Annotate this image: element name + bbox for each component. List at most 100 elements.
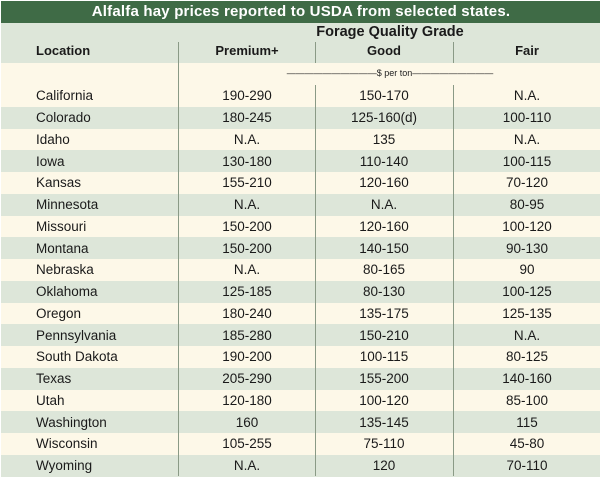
premium-cell: 190-200 (179, 346, 315, 368)
table-row: Wisconsin 105-255 75-110 45-80 (1, 433, 600, 455)
column-header-location: Location (36, 43, 91, 58)
table-row: Wyoming N.A. 120 70-110 (1, 454, 600, 477)
fair-cell: N.A. (453, 85, 600, 107)
unit-label: ——————————$ per ton————————— (286, 68, 494, 78)
good-cell: 135-145 (315, 411, 453, 433)
column-header-fair: Fair (515, 43, 539, 58)
good-cell: 110-140 (315, 150, 453, 172)
premium-cell: 150-200 (179, 215, 315, 238)
column-divider (453, 85, 454, 476)
premium-cell: 180-245 (179, 106, 315, 129)
group-header: Forage Quality Grade (316, 24, 464, 40)
location-cell: Iowa (1, 150, 179, 172)
fair-cell: 85-100 (453, 389, 600, 412)
location-cell: Nebraska (1, 259, 179, 281)
location-cell: Oregon (1, 302, 179, 325)
location-cell: Colorado (1, 106, 179, 129)
table-row: Iowa 130-180 110-140 100-115 (1, 150, 600, 172)
good-cell: 80-130 (315, 280, 453, 303)
good-cell: 155-200 (315, 367, 453, 390)
good-cell: 135 (315, 128, 453, 151)
fair-cell: 100-115 (453, 150, 600, 172)
premium-cell: N.A. (179, 128, 315, 151)
location-cell: Missouri (1, 215, 179, 238)
fair-cell: 70-110 (453, 454, 600, 477)
fair-cell: 80-95 (453, 193, 600, 216)
fair-cell: 100-120 (453, 215, 600, 238)
location-cell: Utah (1, 389, 179, 412)
premium-cell: N.A. (179, 454, 315, 477)
table-row: Colorado 180-245 125-160(d) 100-110 (1, 106, 600, 129)
table-row: Utah 120-180 100-120 85-100 (1, 389, 600, 412)
fair-cell: 80-125 (453, 346, 600, 368)
table-row: South Dakota 190-200 100-115 80-125 (1, 346, 600, 368)
location-cell: Kansas (1, 172, 179, 194)
fair-cell: 100-110 (453, 106, 600, 129)
good-cell: 100-115 (315, 346, 453, 368)
fair-cell: 140-160 (453, 367, 600, 390)
good-cell: 150-210 (315, 324, 453, 346)
table-row: Montana 150-200 140-150 90-130 (1, 237, 600, 259)
premium-cell: 155-210 (179, 172, 315, 194)
premium-cell: 120-180 (179, 389, 315, 412)
location-cell: South Dakota (1, 346, 179, 368)
table-row: Oklahoma 125-185 80-130 100-125 (1, 280, 600, 303)
good-cell: N.A. (315, 193, 453, 216)
table-title: Alfalfa hay prices reported to USDA from… (1, 1, 600, 23)
table-row: Idaho N.A. 135 N.A. (1, 128, 600, 151)
good-cell: 135-175 (315, 302, 453, 325)
location-cell: California (1, 85, 179, 107)
good-cell: 120-160 (315, 215, 453, 238)
fair-cell: 90 (453, 259, 600, 281)
good-cell: 120 (315, 454, 453, 477)
premium-cell: 150-200 (179, 237, 315, 259)
premium-cell: 125-185 (179, 280, 315, 303)
table-row: Minnesota N.A. N.A. 80-95 (1, 193, 600, 216)
data-rows: California 190-290 150-170 N.A. Colorado 180-… (1, 85, 600, 477)
location-cell: Oklahoma (1, 280, 179, 303)
premium-cell: N.A. (179, 259, 315, 281)
column-divider (178, 42, 179, 476)
table-row: Missouri 150-200 120-160 100-120 (1, 215, 600, 238)
column-divider (315, 85, 316, 476)
table-header: Forage Quality Grade Location Premium+ G… (1, 23, 600, 63)
location-cell: Wisconsin (1, 433, 179, 455)
premium-cell: 180-240 (179, 302, 315, 325)
good-cell: 100-120 (315, 389, 453, 412)
column-header-good: Good (367, 43, 401, 58)
fair-cell: 70-120 (453, 172, 600, 194)
location-cell: Washington (1, 411, 179, 433)
good-cell: 150-170 (315, 85, 453, 107)
good-cell: 125-160(d) (315, 106, 453, 129)
fair-cell: 90-130 (453, 237, 600, 259)
fair-cell: 45-80 (453, 433, 600, 455)
premium-cell: 205-290 (179, 367, 315, 390)
location-cell: Pennsylvania (1, 324, 179, 346)
good-cell: 75-110 (315, 433, 453, 455)
premium-cell: 185-280 (179, 324, 315, 346)
premium-cell: N.A. (179, 193, 315, 216)
location-cell: Minnesota (1, 193, 179, 216)
table-row: Nebraska N.A. 80-165 90 (1, 259, 600, 281)
premium-cell: 105-255 (179, 433, 315, 455)
unit-row: ——————————$ per ton————————— (1, 63, 600, 85)
table-row: Kansas 155-210 120-160 70-120 (1, 172, 600, 194)
premium-cell: 190-290 (179, 85, 315, 107)
table-row: Texas 205-290 155-200 140-160 (1, 367, 600, 390)
location-cell: Texas (1, 367, 179, 390)
fair-cell: 100-125 (453, 280, 600, 303)
table-row: California 190-290 150-170 N.A. (1, 85, 600, 107)
table-row: Washington 160 135-145 115 (1, 411, 600, 433)
fair-cell: 115 (453, 411, 600, 433)
good-cell: 120-160 (315, 172, 453, 194)
good-cell: 140-150 (315, 237, 453, 259)
premium-cell: 130-180 (179, 150, 315, 172)
premium-cell: 160 (179, 411, 315, 433)
location-cell: Wyoming (1, 454, 179, 477)
location-cell: Idaho (1, 128, 179, 151)
column-divider (453, 42, 454, 63)
table-row: Pennsylvania 185-280 150-210 N.A. (1, 324, 600, 346)
table-row: Oregon 180-240 135-175 125-135 (1, 302, 600, 325)
fair-cell: 125-135 (453, 302, 600, 325)
